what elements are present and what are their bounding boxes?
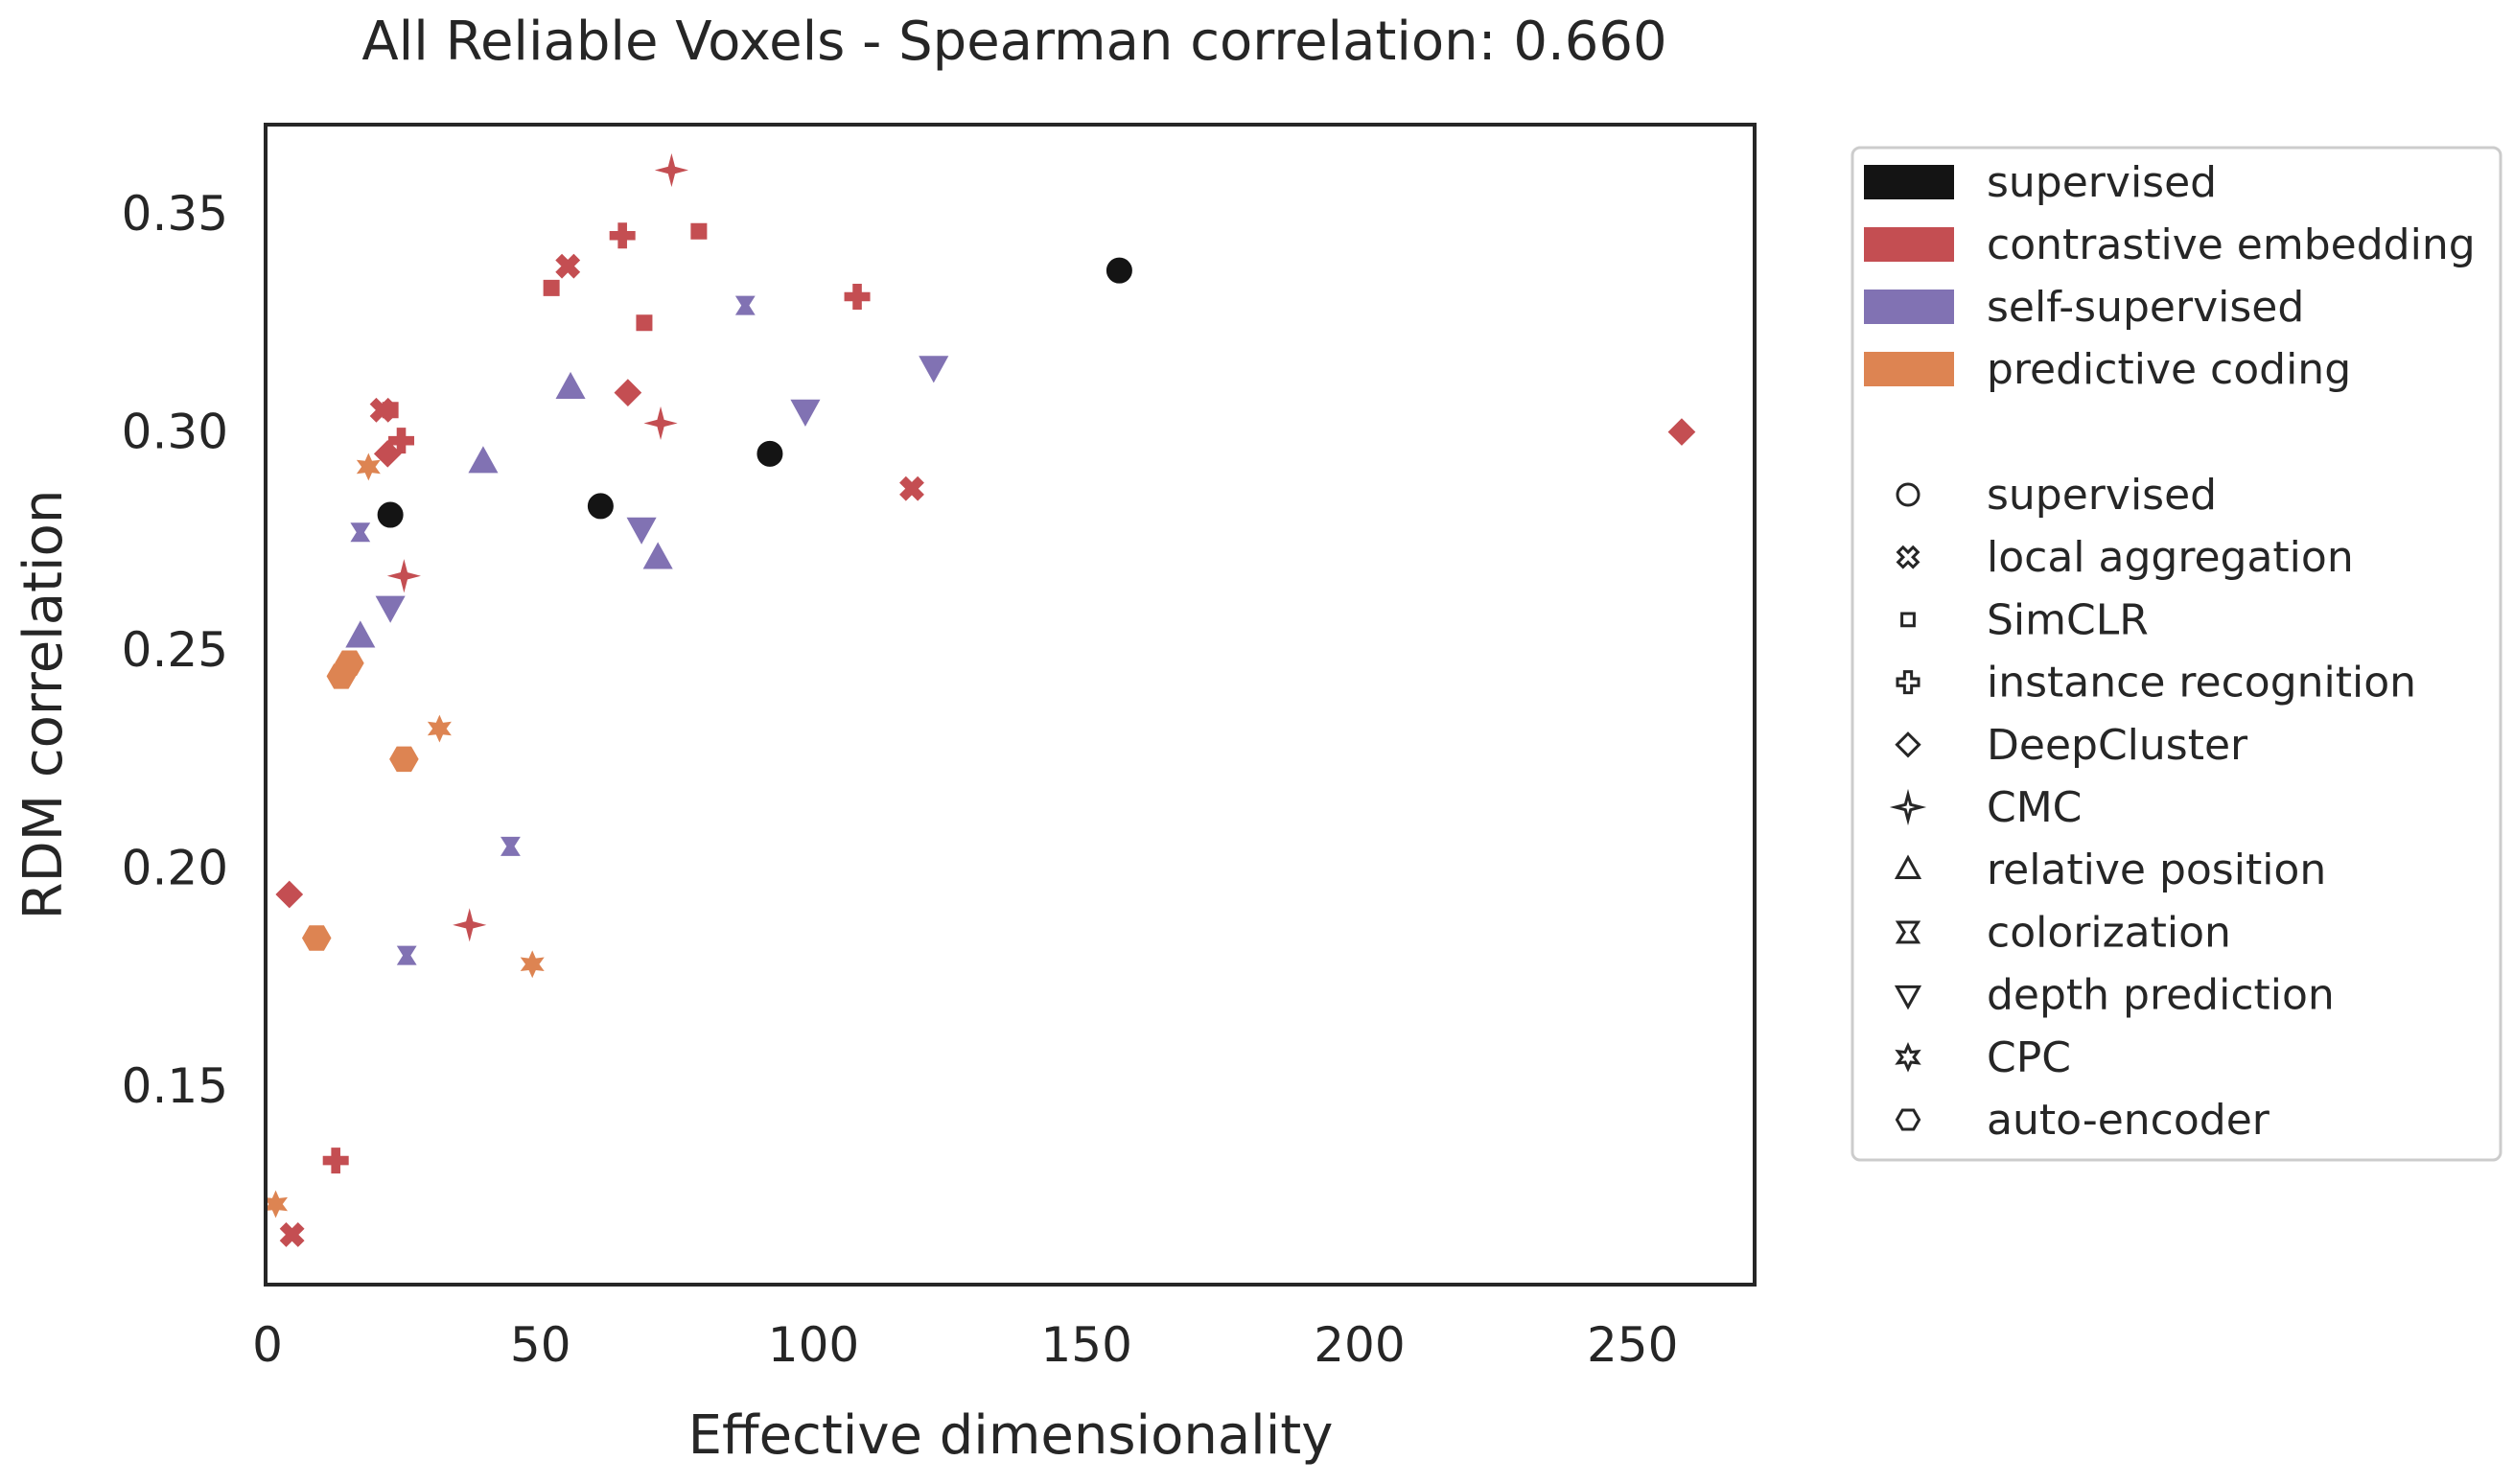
data-point-circle: [377, 501, 404, 528]
legend-marker-diamond: [1895, 731, 1921, 758]
data-point-x: [555, 253, 581, 279]
legend-marker-star6: [1895, 1041, 1921, 1073]
data-point-star4: [654, 152, 689, 188]
legend-method-label: local aggregation: [1987, 533, 2354, 582]
data-point-star4: [386, 559, 421, 593]
data-point-hourglass: [350, 522, 371, 543]
data-point-star6: [427, 714, 452, 743]
data-point-circle: [757, 440, 783, 467]
data-point-star6: [356, 452, 381, 481]
data-point-hourglass: [396, 945, 417, 965]
legend-method-label: DeepCluster: [1987, 721, 2248, 770]
data-point-circle: [587, 493, 614, 520]
data-point-triangle-up: [642, 542, 673, 569]
y-tick-label: 0.15: [122, 1058, 228, 1114]
data-point-square: [690, 222, 708, 240]
data-point-circle: [1106, 257, 1132, 284]
legend-method-label: auto-encoder: [1987, 1096, 2270, 1145]
x-tick-label: 200: [1314, 1317, 1405, 1373]
data-point-hexagon: [326, 663, 357, 689]
x-tick-label: 150: [1041, 1317, 1132, 1373]
x-tick-label: 250: [1587, 1317, 1678, 1373]
data-point-diamond: [614, 379, 642, 406]
legend: supervised contrastive embedding self-supe…: [1851, 146, 2502, 1162]
legend-marker-x: [1896, 545, 1920, 569]
data-point-square: [636, 314, 653, 332]
data-point-diamond: [275, 880, 304, 909]
y-tick-label: 0.30: [122, 405, 228, 460]
data-point-square: [543, 279, 560, 296]
data-point-hourglass: [734, 295, 756, 315]
legend-swatch: [1864, 165, 1954, 199]
y-tick-label: 0.20: [122, 841, 228, 896]
legend-marker-circle: [1896, 482, 1920, 507]
y-axis: 0.15 0.20 0.25 0.30 0.35: [122, 186, 228, 1114]
data-point-triangle-up: [555, 371, 586, 400]
legend-swatch: [1864, 290, 1954, 324]
legend-method-label: relative position: [1987, 846, 2326, 894]
data-point-plus: [844, 283, 871, 310]
legend-category-label: supervised: [1987, 158, 2217, 207]
legend-method-label: colorization: [1987, 908, 2231, 957]
legend-marker-square: [1900, 612, 1916, 628]
legend-marker-star4: [1889, 788, 1927, 826]
legend-category-label: predictive coding: [1987, 345, 2351, 394]
data-point-triangle-down: [790, 399, 821, 427]
data-point-diamond: [373, 439, 402, 468]
legend-marker-triangle-down: [1894, 985, 1922, 1010]
legend-swatch: [1864, 227, 1954, 262]
legend-method-label: CMC: [1987, 783, 2082, 832]
legend-method-label: instance recognition: [1987, 659, 2416, 707]
data-point-plus: [609, 222, 636, 249]
data-point-hexagon: [301, 925, 332, 951]
x-tick-label: 0: [252, 1317, 283, 1373]
y-tick-label: 0.25: [122, 622, 228, 678]
data-point-star4: [453, 908, 487, 942]
data-point-plus: [388, 428, 415, 454]
x-tick-label: 50: [510, 1317, 571, 1373]
chart-title: All Reliable Voxels - Spearman correlati…: [361, 11, 1666, 73]
data-point-x: [279, 1222, 305, 1247]
y-axis-label: RDM correlation: [12, 490, 75, 920]
legend-method-label: SimCLR: [1987, 595, 2149, 644]
legend-marker-hourglass: [1895, 920, 1921, 944]
data-point-star6: [520, 950, 545, 979]
x-axis-label: Effective dimensionality: [688, 1404, 1334, 1467]
legend-marker-plus: [1896, 670, 1920, 695]
legend-marker-triangle-up: [1894, 854, 1922, 879]
legend-method-label: supervised: [1987, 471, 2217, 520]
data-point-hourglass: [500, 836, 521, 856]
data-point-star6: [264, 1190, 289, 1218]
y-tick-label: 0.35: [122, 186, 228, 242]
data-point-square: [382, 402, 399, 419]
legend-marker-hexagon: [1895, 1108, 1921, 1131]
legend-swatch: [1864, 352, 1954, 386]
legend-category-label: contrastive embedding: [1987, 220, 2476, 269]
legend-method-label: CPC: [1987, 1033, 2071, 1082]
data-point-star4: [643, 406, 678, 441]
plot-frame: [264, 123, 1757, 1287]
legend-method-label: depth prediction: [1987, 971, 2335, 1020]
legend-category-label: self-supervised: [1987, 283, 2304, 332]
plot-area: [264, 152, 1696, 1247]
data-point-triangle-down: [919, 356, 949, 383]
data-point-triangle-down: [626, 517, 657, 545]
legend-frame: [1851, 146, 2502, 1162]
data-point-plus: [322, 1148, 349, 1174]
data-point-triangle-up: [345, 620, 376, 648]
data-point-diamond: [1667, 418, 1696, 446]
data-point-x: [899, 475, 924, 501]
x-axis: 0 50 100 150 200 250: [252, 1317, 1678, 1373]
x-tick-label: 100: [768, 1317, 859, 1373]
data-point-triangle-up: [468, 446, 499, 474]
data-point-triangle-down: [375, 595, 406, 623]
data-point-hexagon: [389, 746, 419, 773]
